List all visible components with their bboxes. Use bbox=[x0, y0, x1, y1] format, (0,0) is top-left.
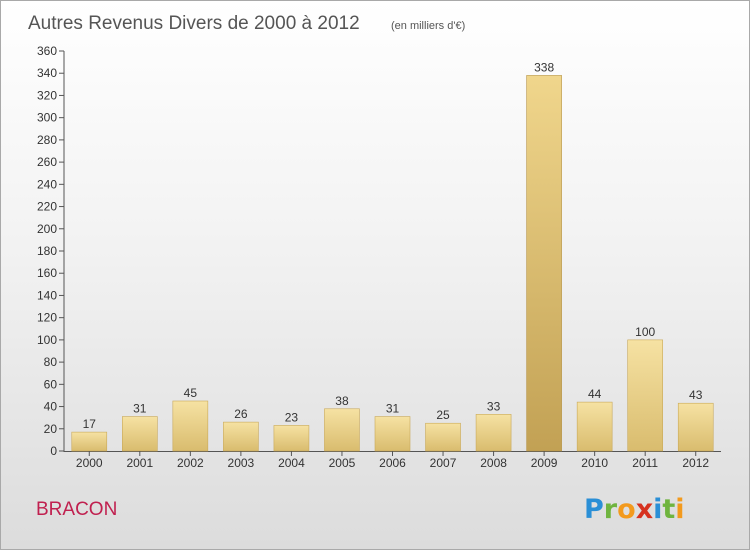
bar-2000 bbox=[71, 431, 108, 452]
y-tick-label: 300 bbox=[37, 111, 57, 125]
logo-letter: o bbox=[617, 494, 636, 525]
x-axis-ticks: 2000 2001 2002 2003 2004 2005 2006 2007 2008 2009… bbox=[76, 451, 709, 470]
y-tick-label: 0 bbox=[50, 444, 57, 458]
x-tick-label-2010: 2010 bbox=[581, 456, 608, 470]
x-tick-label-2008: 2008 bbox=[480, 456, 507, 470]
logo-letter: x bbox=[636, 494, 653, 525]
bars-group: 17 31 45 26 23 38 31 25 33 338 44 100 43 bbox=[71, 60, 714, 452]
x-tick-label-2002: 2002 bbox=[177, 456, 204, 470]
bar-2006 bbox=[374, 416, 411, 452]
x-tick-label-2007: 2007 bbox=[430, 456, 457, 470]
data-label-2012: 43 bbox=[689, 388, 703, 402]
bar-2002 bbox=[172, 400, 209, 452]
logo-letter: i bbox=[653, 494, 662, 525]
data-label-2008: 33 bbox=[487, 399, 501, 413]
data-label-2005: 38 bbox=[335, 394, 349, 408]
data-label-2000: 17 bbox=[83, 417, 97, 431]
y-tick-label: 360 bbox=[37, 44, 57, 58]
data-label-2004: 23 bbox=[285, 410, 299, 424]
y-tick-label: 160 bbox=[37, 266, 57, 280]
x-tick-label-2003: 2003 bbox=[228, 456, 255, 470]
data-label-2009: 338 bbox=[534, 60, 554, 74]
data-label-2007: 25 bbox=[436, 408, 450, 422]
y-tick-label: 140 bbox=[37, 288, 57, 302]
x-tick-label-2001: 2001 bbox=[126, 456, 153, 470]
data-label-2006: 31 bbox=[386, 402, 400, 416]
bar-2007 bbox=[425, 422, 461, 452]
y-tick-label: 340 bbox=[37, 66, 57, 80]
y-tick-label: 100 bbox=[37, 333, 57, 347]
y-tick-label: 80 bbox=[44, 355, 58, 369]
y-tick-label: 320 bbox=[37, 88, 57, 102]
bar-2003 bbox=[223, 421, 259, 452]
y-tick-label: 260 bbox=[37, 155, 57, 169]
commune-name: BRACON bbox=[36, 499, 117, 520]
chart-title: Autres Revenus Divers de 2000 à 2012 bbox=[28, 13, 360, 34]
logo-letter: t bbox=[662, 494, 675, 525]
y-tick-label: 120 bbox=[37, 311, 57, 325]
y-tick-label: 200 bbox=[37, 222, 57, 236]
data-label-2002: 45 bbox=[184, 386, 198, 400]
x-tick-label-2009: 2009 bbox=[531, 456, 558, 470]
x-tick-label-2012: 2012 bbox=[682, 456, 709, 470]
logo-letter: i bbox=[675, 494, 684, 525]
y-tick-label: 280 bbox=[37, 133, 57, 147]
y-axis-ticks: 0 20 40 60 80 100 120 140 160 180 200 220 240 260 280 3… bbox=[37, 44, 64, 458]
y-tick-label: 60 bbox=[44, 377, 58, 391]
x-tick-label-2005: 2005 bbox=[329, 456, 356, 470]
y-tick-label: 40 bbox=[44, 400, 58, 414]
y-tick-label: 240 bbox=[37, 177, 57, 191]
bar-2010 bbox=[576, 401, 613, 452]
bar-2009 bbox=[526, 75, 562, 452]
bar-2004 bbox=[273, 425, 310, 452]
y-tick-label: 20 bbox=[44, 422, 58, 436]
logo-letter: P bbox=[584, 494, 604, 525]
bar-2012 bbox=[677, 402, 714, 452]
data-label-2010: 44 bbox=[588, 387, 602, 401]
data-label-2011: 100 bbox=[635, 325, 655, 339]
data-label-2001: 31 bbox=[133, 402, 147, 416]
data-label-2003: 26 bbox=[234, 407, 248, 421]
bar-2011 bbox=[627, 339, 663, 452]
x-tick-label-2006: 2006 bbox=[379, 456, 406, 470]
bar-2008 bbox=[475, 414, 512, 452]
bar-2001 bbox=[122, 416, 158, 452]
x-tick-label-2004: 2004 bbox=[278, 456, 305, 470]
x-tick-label-2000: 2000 bbox=[76, 456, 103, 470]
chart-unit: (en milliers d'€) bbox=[391, 20, 465, 32]
y-tick-label: 180 bbox=[37, 244, 57, 258]
logo-letter: r bbox=[604, 494, 618, 525]
y-tick-label: 220 bbox=[37, 200, 57, 214]
bar-2005 bbox=[324, 408, 360, 452]
proxiti-logo: Proxiti bbox=[584, 494, 685, 525]
x-tick-label-2011: 2011 bbox=[632, 456, 658, 470]
